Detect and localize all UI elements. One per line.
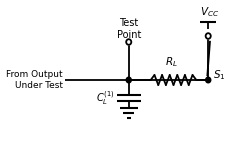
Circle shape: [126, 77, 131, 83]
Text: $V_{CC}$: $V_{CC}$: [199, 5, 219, 19]
Circle shape: [206, 77, 211, 83]
Circle shape: [206, 33, 211, 39]
Circle shape: [126, 39, 131, 45]
Text: From Output
Under Test: From Output Under Test: [6, 70, 63, 90]
Text: $R_L$: $R_L$: [165, 55, 178, 69]
Text: Test
Point: Test Point: [117, 18, 141, 40]
Text: $S_1$: $S_1$: [213, 68, 225, 82]
Text: $C_L^{(1)}$: $C_L^{(1)}$: [96, 89, 114, 107]
